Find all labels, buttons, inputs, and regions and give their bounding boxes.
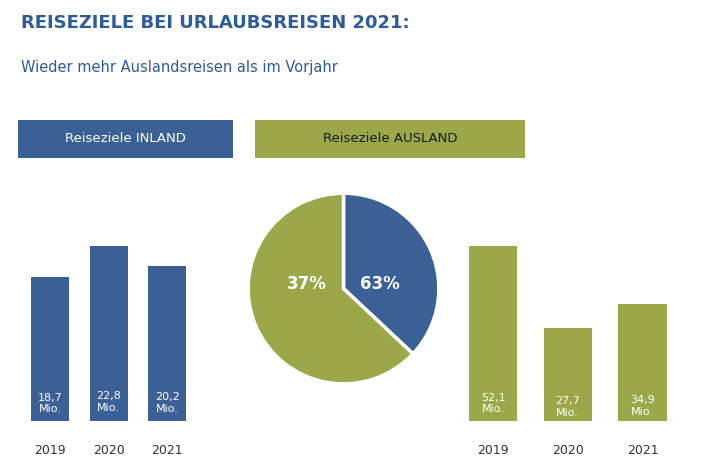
Text: Reiseziele AUSLAND: Reiseziele AUSLAND <box>322 132 457 146</box>
Text: 2020: 2020 <box>552 444 584 457</box>
Text: Wieder mehr Auslandsreisen als im Vorjahr: Wieder mehr Auslandsreisen als im Vorjah… <box>21 60 338 75</box>
Bar <box>618 304 667 421</box>
Text: Reiseziele INLAND: Reiseziele INLAND <box>65 132 186 146</box>
Text: 18,7
Mio.: 18,7 Mio. <box>38 393 62 414</box>
Text: 2021: 2021 <box>627 444 658 457</box>
Text: 27,7
Mio.: 27,7 Mio. <box>555 396 580 418</box>
Text: 2020: 2020 <box>93 444 125 457</box>
Text: REISEZIELE BEI URLAUBSREISEN 2021:: REISEZIELE BEI URLAUBSREISEN 2021: <box>21 14 409 32</box>
Text: 2019: 2019 <box>477 444 509 457</box>
Bar <box>32 278 69 421</box>
FancyBboxPatch shape <box>18 120 233 158</box>
Wedge shape <box>248 193 413 384</box>
Wedge shape <box>343 193 439 354</box>
Bar <box>469 246 517 421</box>
Text: 2021: 2021 <box>151 444 183 457</box>
Text: 37%: 37% <box>287 275 327 293</box>
Text: 34,9
Mio.: 34,9 Mio. <box>630 395 655 417</box>
Text: 2019: 2019 <box>34 444 66 457</box>
FancyBboxPatch shape <box>255 120 525 158</box>
Bar <box>543 328 592 421</box>
Text: 63%: 63% <box>360 275 400 293</box>
Text: 20,2
Mio.: 20,2 Mio. <box>155 392 179 414</box>
Bar <box>148 266 186 421</box>
Text: 22,8
Mio.: 22,8 Mio. <box>96 391 121 413</box>
Text: 52,1
Mio.: 52,1 Mio. <box>481 393 505 414</box>
Bar <box>90 246 128 421</box>
